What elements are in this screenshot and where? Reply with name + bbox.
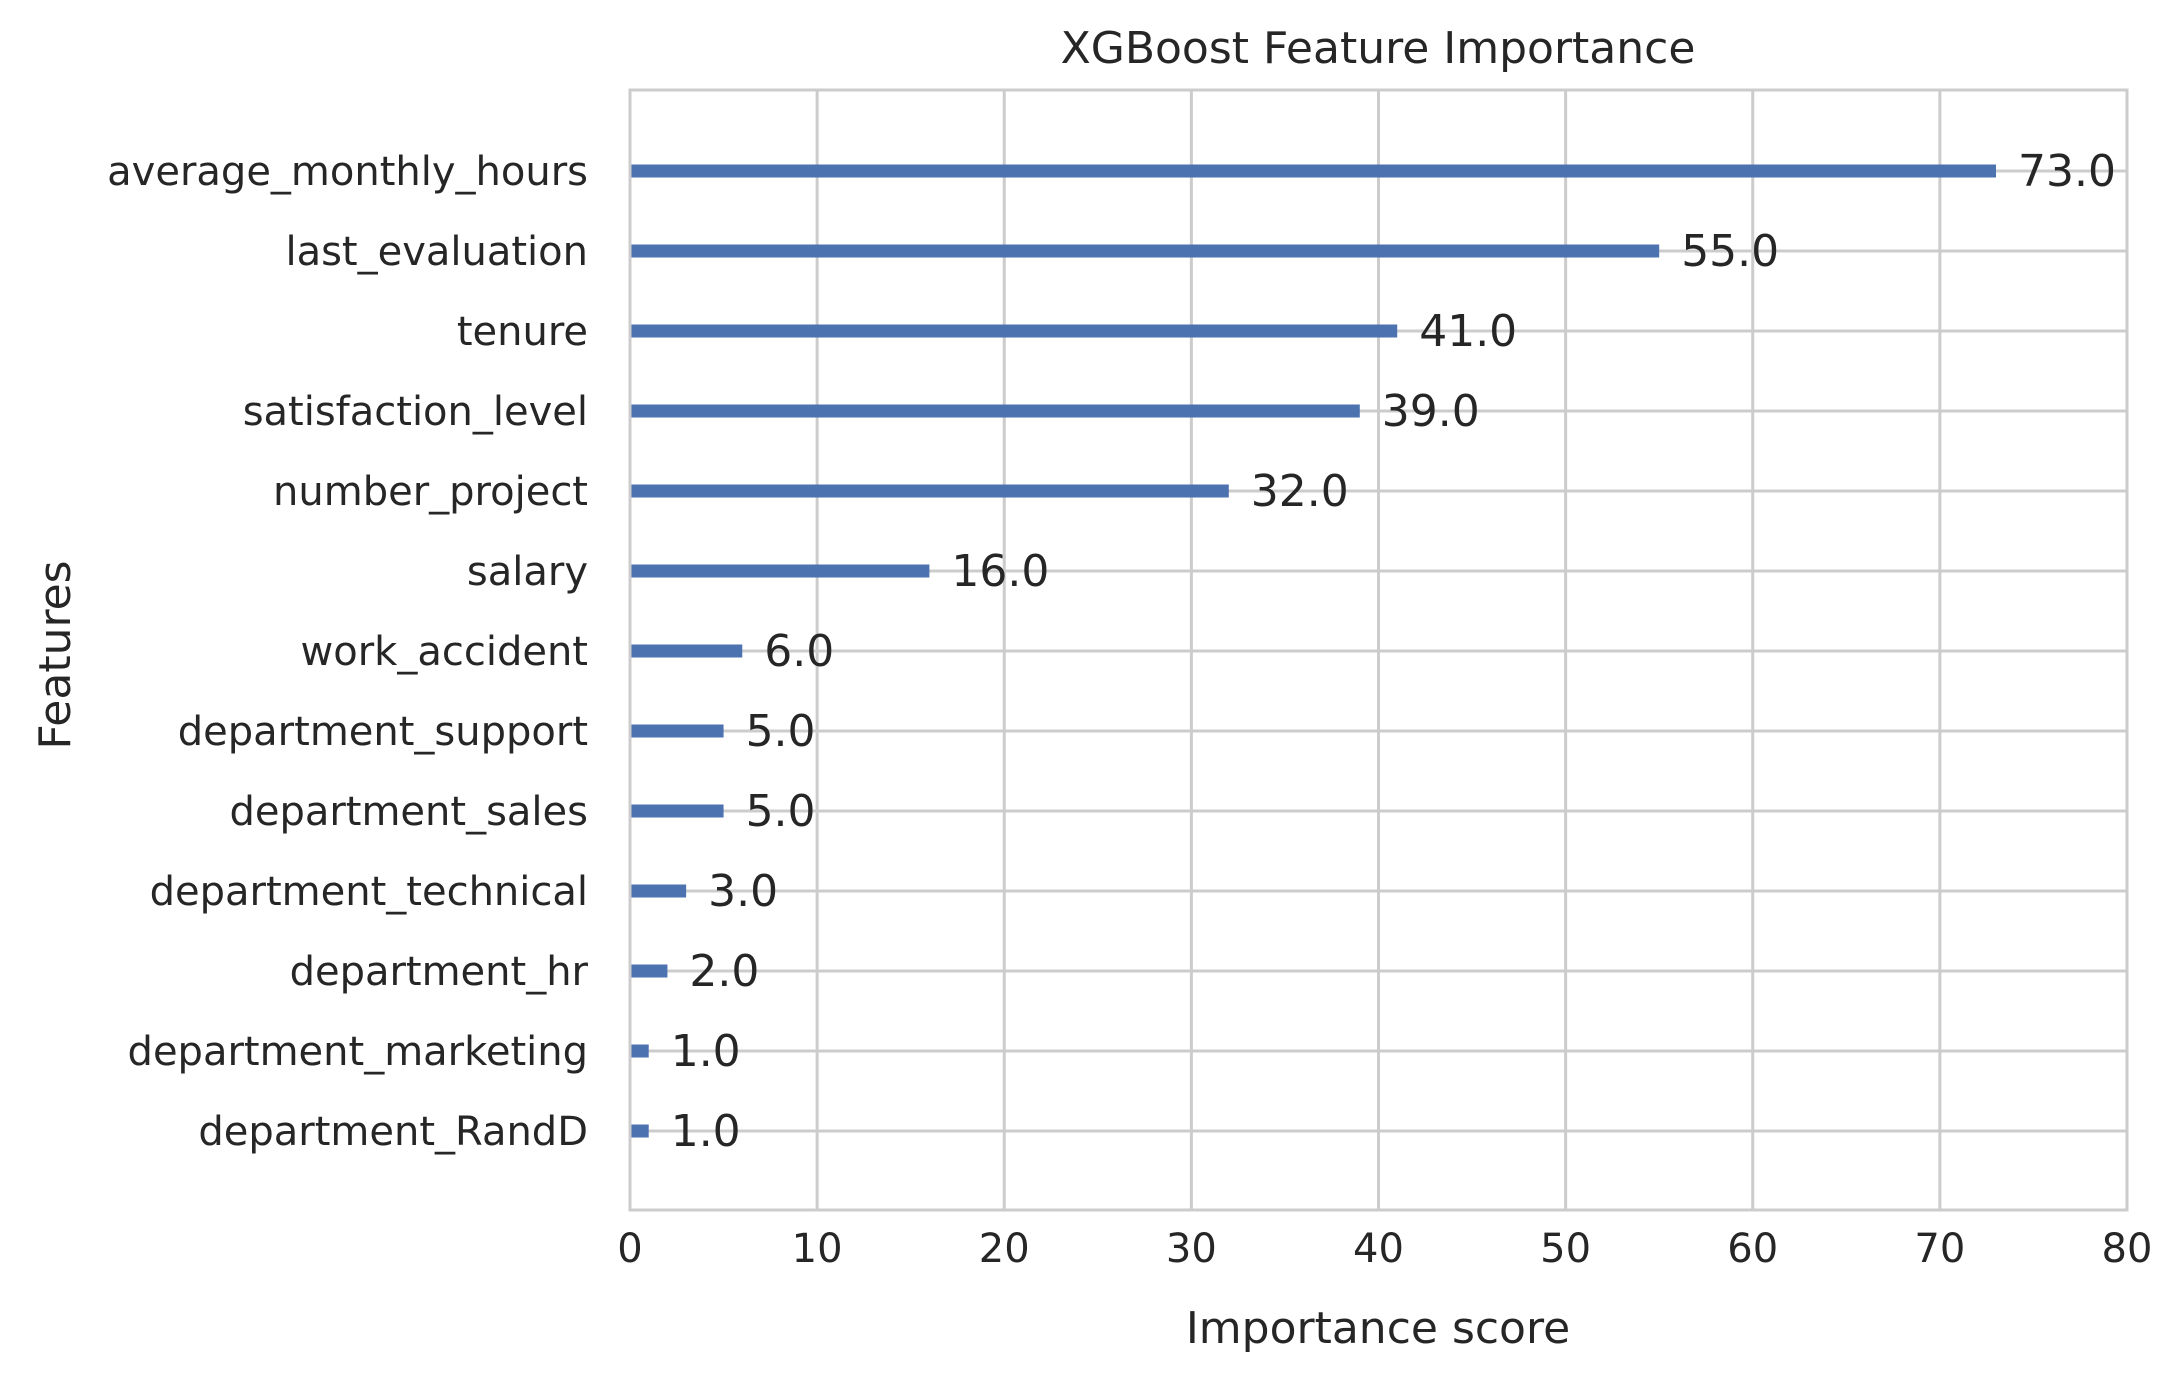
value-label: 41.0 xyxy=(1419,306,1517,357)
value-label: 1.0 xyxy=(671,1106,741,1157)
y-tick-label: department_sales xyxy=(229,789,588,835)
bar-department_support xyxy=(630,724,724,738)
value-label: 55.0 xyxy=(1681,226,1779,277)
y-tick-label: salary xyxy=(467,549,588,595)
y-tick-label: department_technical xyxy=(150,869,588,915)
x-tick-label: 40 xyxy=(1353,1226,1404,1272)
y-axis-label: Features xyxy=(30,560,81,749)
value-label: 5.0 xyxy=(746,786,816,837)
chart-title: XGBoost Feature Importance xyxy=(1061,23,1696,74)
y-tick-label: tenure xyxy=(457,309,588,355)
value-label: 6.0 xyxy=(764,626,834,677)
bar-department_hr xyxy=(630,964,668,978)
value-label: 2.0 xyxy=(689,946,759,997)
y-tick-label: satisfaction_level xyxy=(243,389,588,435)
value-label: 5.0 xyxy=(746,706,816,757)
value-label: 39.0 xyxy=(1382,386,1480,437)
value-labels: 73.0 55.0 41.0 39.0 32.0 16.0 6.0 5.0 5.0 3.0 2.0 1… xyxy=(671,146,2116,1157)
bar-satisfaction_level xyxy=(630,404,1360,418)
y-tick-label: last_evaluation xyxy=(285,229,588,275)
bar-department_RandD xyxy=(630,1124,649,1138)
bars xyxy=(630,164,1997,1138)
y-tick-label: work_accident xyxy=(301,629,588,675)
x-tick-label: 20 xyxy=(979,1226,1030,1272)
x-tick-labels: 0 10 20 30 40 50 60 70 80 xyxy=(617,1226,2152,1272)
x-tick-label: 30 xyxy=(1166,1226,1217,1272)
value-label: 73.0 xyxy=(2018,146,2116,197)
bar-salary xyxy=(630,564,930,578)
bar-department_technical xyxy=(630,884,687,898)
x-tick-label: 50 xyxy=(1540,1226,1591,1272)
x-tick-label: 0 xyxy=(617,1226,642,1272)
x-tick-label: 80 xyxy=(2102,1226,2153,1272)
y-tick-label: department_RandD xyxy=(198,1109,588,1155)
value-label: 32.0 xyxy=(1251,466,1349,517)
x-tick-label: 70 xyxy=(1914,1226,1965,1272)
y-tick-label: department_hr xyxy=(290,949,589,995)
x-tick-label: 60 xyxy=(1727,1226,1778,1272)
bar-department_marketing xyxy=(630,1044,649,1058)
value-label: 3.0 xyxy=(708,866,778,917)
x-tick-label: 10 xyxy=(792,1226,843,1272)
value-label: 16.0 xyxy=(951,546,1049,597)
y-tick-label: department_support xyxy=(178,709,588,755)
y-tick-label: department_marketing xyxy=(128,1029,588,1075)
bar-work_accident xyxy=(630,644,743,658)
bar-department_sales xyxy=(630,804,724,818)
bar-last_evaluation xyxy=(630,244,1660,258)
bar-number_project xyxy=(630,484,1229,498)
y-tick-labels: average_monthly_hours last_evaluationtenu… xyxy=(107,149,588,1155)
plot-frame xyxy=(628,88,2129,1212)
y-tick-label: average_monthly_hours xyxy=(107,149,588,195)
x-axis-label: Importance score xyxy=(1186,1303,1570,1354)
value-label: 1.0 xyxy=(671,1026,741,1077)
bar-average_monthly_hours xyxy=(630,164,1997,178)
y-tick-label: number_project xyxy=(273,469,588,515)
bar-tenure xyxy=(630,324,1398,338)
